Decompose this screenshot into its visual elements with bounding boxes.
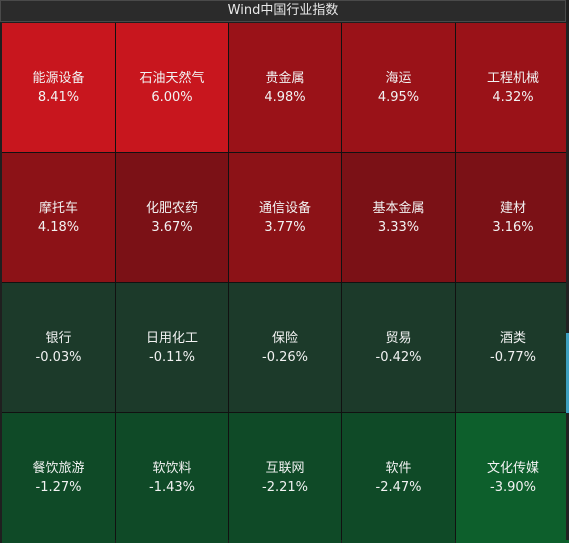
tile-change-percent: 4.18%: [37, 219, 80, 235]
tile-change-percent: 3.33%: [377, 219, 420, 235]
tile-change-percent: -2.47%: [375, 480, 422, 495]
tile-industry-name: 化肥农药: [145, 200, 198, 216]
tile-industry-name: 建材: [499, 200, 526, 216]
tile-change-percent: 3.77%: [264, 219, 306, 235]
tile-change-percent: -0.42%: [375, 349, 422, 365]
heatmap-tile[interactable]: 日用化工 -0.11%: [116, 283, 228, 412]
tile-change-percent: -1.43%: [149, 480, 195, 495]
tile-industry-name: 通信设备: [258, 200, 311, 216]
tile-industry-name: 摩托车: [38, 200, 78, 216]
heatmap-tile[interactable]: 软件 -2.47%: [342, 413, 455, 543]
right-edge: [566, 23, 569, 540]
tile-change-percent: 8.41%: [37, 89, 80, 105]
tile-change-percent: 4.98%: [264, 89, 306, 105]
tile-industry-name: 软件: [385, 461, 412, 476]
heatmap-tile[interactable]: 银行 -0.03%: [2, 283, 115, 412]
tile-change-percent: -0.03%: [35, 349, 82, 365]
tile-industry-name: 文化传媒: [486, 461, 539, 476]
heatmap-tile[interactable]: 能源设备 8.41%: [2, 23, 115, 152]
heatmap-tile[interactable]: 文化传媒 -3.90%: [456, 413, 569, 543]
tile-industry-name: 贸易: [385, 330, 412, 346]
tile-change-percent: -2.21%: [262, 480, 308, 495]
tile-industry-name: 日用化工: [145, 330, 198, 346]
tile-industry-name: 石油天然气: [139, 70, 205, 86]
tile-change-percent: -1.27%: [35, 480, 82, 495]
tile-change-percent: 3.16%: [492, 219, 534, 235]
heatmap-tile[interactable]: 互联网 -2.21%: [229, 413, 341, 543]
tile-industry-name: 贵金属: [265, 70, 305, 86]
heatmap-tile[interactable]: 海运 4.95%: [342, 23, 455, 152]
tile-industry-name: 软饮料: [152, 461, 192, 476]
heatmap-tile[interactable]: 软饮料 -1.43%: [116, 413, 228, 543]
tile-change-percent: 4.95%: [377, 89, 420, 105]
heatmap-tile[interactable]: 餐饮旅游 -1.27%: [2, 413, 115, 543]
heatmap-tile[interactable]: 石油天然气 6.00%: [116, 23, 228, 152]
heatmap-tile[interactable]: 通信设备 3.77%: [229, 153, 341, 282]
tile-industry-name: 海运: [385, 70, 412, 86]
tile-change-percent: 6.00%: [151, 89, 193, 105]
tile-industry-name: 银行: [45, 330, 72, 346]
heatmap-tile[interactable]: 贵金属 4.98%: [229, 23, 341, 152]
tile-change-percent: -0.77%: [490, 349, 536, 365]
tile-industry-name: 互联网: [265, 461, 305, 476]
heatmap-tile[interactable]: 保险 -0.26%: [229, 283, 341, 412]
tile-industry-name: 酒类: [499, 330, 526, 346]
tile-industry-name: 基本金属: [372, 200, 425, 216]
tile-industry-name: 保险: [271, 330, 298, 346]
tile-industry-name: 餐饮旅游: [32, 461, 85, 476]
heatmap-title: Wind中国行业指数: [0, 0, 566, 22]
heatmap-tile[interactable]: 基本金属 3.33%: [342, 153, 455, 282]
tile-change-percent: -0.26%: [262, 349, 308, 365]
heatmap-tile[interactable]: 摩托车 4.18%: [2, 153, 115, 282]
tile-change-percent: 3.67%: [151, 219, 193, 235]
tile-industry-name: 能源设备: [32, 70, 85, 86]
tile-industry-name: 工程机械: [486, 70, 539, 86]
tile-change-percent: -0.11%: [149, 349, 195, 365]
heatmap-tile[interactable]: 建材 3.16%: [456, 153, 569, 282]
tile-change-percent: 4.32%: [492, 89, 534, 105]
heatmap-tile[interactable]: 酒类 -0.77%: [456, 283, 569, 412]
scroll-indicator[interactable]: [566, 333, 569, 413]
heatmap-tile[interactable]: 工程机械 4.32%: [456, 23, 569, 152]
heatmap-tile[interactable]: 化肥农药 3.67%: [116, 153, 228, 282]
heatmap-tile[interactable]: 贸易 -0.42%: [342, 283, 455, 412]
industry-heatmap-grid: 能源设备 8.41% 石油天然气 6.00% 贵金属 4.98% 海运 4.95% 工程机械 4.…: [2, 23, 569, 543]
tile-change-percent: -3.90%: [490, 480, 536, 495]
